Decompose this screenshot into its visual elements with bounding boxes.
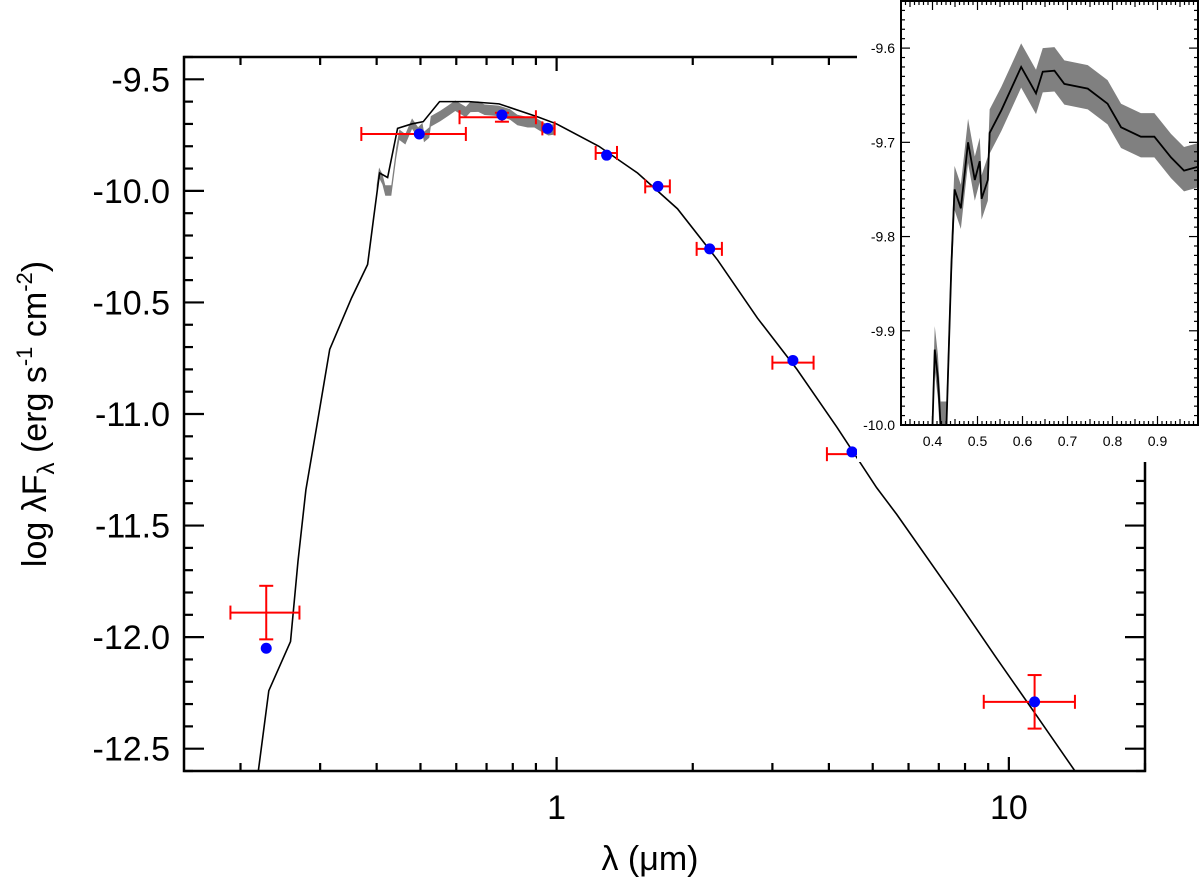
- inset-y-tick-label: -9.7: [871, 134, 895, 150]
- y-tick-label: -12.5: [93, 731, 171, 769]
- model-point: [704, 243, 716, 255]
- model-point: [1029, 696, 1041, 708]
- inset-y-tick-label: -10.0: [863, 417, 895, 433]
- y-tick-label: -11.0: [95, 396, 170, 434]
- spectrum-band: [376, 100, 555, 196]
- inset-x-tick-label: 0.6: [1013, 433, 1033, 449]
- y-tick-label: -10.0: [93, 173, 171, 211]
- main-plot: 1 10 -9.5 -10.0 -10.5 -11.0 -11.5 -12.0 -12.5: [93, 55, 1147, 827]
- model-point: [601, 149, 613, 161]
- inset-x-tick-label: 0.7: [1058, 433, 1078, 449]
- inset-spectrum-line: [931, 64, 1198, 425]
- y-tick-label: -9.5: [111, 61, 170, 99]
- inset-x-tick-label: 0.9: [1148, 433, 1168, 449]
- x-axis-title: λ (μm): [601, 840, 698, 878]
- y-tick-label: -11.5: [95, 508, 170, 546]
- model-point: [652, 180, 664, 192]
- observed-point: [229, 584, 301, 641]
- inset-x-tick-label: 0.4: [923, 433, 943, 449]
- inset-y-tick-label: -9.8: [871, 229, 895, 245]
- y-tick-label: -10.5: [93, 284, 171, 322]
- model-point: [260, 642, 272, 654]
- inset-y-tick-label: -9.6: [871, 40, 895, 56]
- inset-x-tick-label: 0.8: [1103, 433, 1123, 449]
- y-tick-label: -12.0: [93, 619, 171, 657]
- model-point: [496, 109, 508, 121]
- model-point: [787, 354, 799, 366]
- model-point: [413, 128, 425, 140]
- x-tick-label: 10: [990, 789, 1028, 827]
- inset-x-tick-label: 0.5: [968, 433, 988, 449]
- inset-y-tick-label: -9.9: [871, 323, 895, 339]
- model-spectrum-line: [257, 100, 1076, 771]
- model-point: [542, 122, 554, 134]
- inset-plot: 0.4 0.5 0.6 0.7 0.8 0.9 -9.6 -9.7 -9.8 -9.9 -10.0: [857, 0, 1200, 462]
- x-tick-label: 1: [547, 789, 566, 827]
- y-axis-title: log λFλ (erg s-1 cm-2): [12, 261, 60, 567]
- observed-point: [360, 126, 467, 141]
- inset-spectrum-band: [932, 43, 1198, 425]
- model-point: [846, 446, 858, 458]
